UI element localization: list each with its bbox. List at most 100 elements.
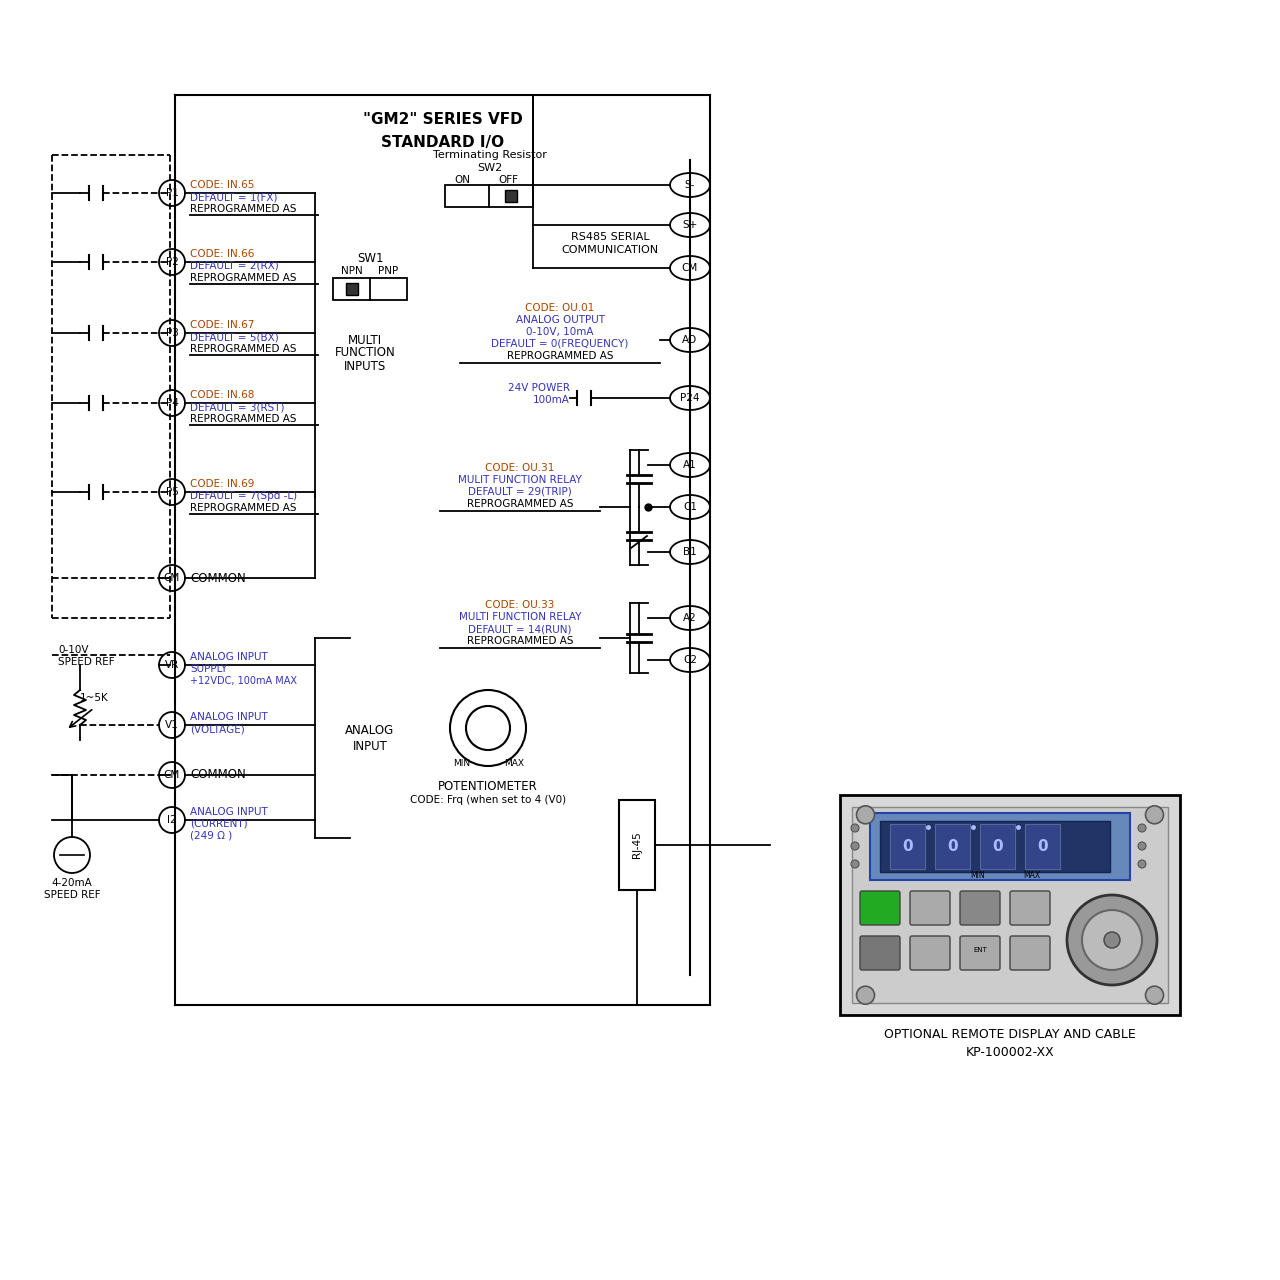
Text: (CURRENT): (CURRENT) [189,819,247,829]
Circle shape [1103,932,1120,948]
Text: SUPPLY: SUPPLY [189,664,228,675]
Text: DEFAULT = 29(TRIP): DEFAULT = 29(TRIP) [468,486,572,497]
Circle shape [1068,895,1157,986]
Text: ANALOG: ANALOG [346,723,394,736]
Text: 24V POWER: 24V POWER [508,383,570,393]
Text: ANALOG INPUT: ANALOG INPUT [189,712,268,722]
Text: DEFAULT = 3(RST): DEFAULT = 3(RST) [189,402,284,412]
Text: INPUTS: INPUTS [344,360,387,372]
Text: CODE: Frq (when set to 4 (V0): CODE: Frq (when set to 4 (V0) [410,795,566,805]
Text: RJ-45: RJ-45 [632,832,643,859]
Text: DEFAULT = 1(FX): DEFAULT = 1(FX) [189,192,278,202]
Circle shape [851,860,859,868]
Bar [1025,824,1060,869]
Text: Terminating Resistor: Terminating Resistor [433,150,547,160]
Bar [980,824,1015,869]
Text: REPROGRAMMED AS: REPROGRAMMED AS [189,344,297,355]
Text: SPEED REF: SPEED REF [44,890,100,900]
Bar [620,800,655,890]
Text: SW2: SW2 [477,163,503,173]
Text: ANALOG INPUT: ANALOG INPUT [189,806,268,817]
FancyBboxPatch shape [910,891,950,925]
Text: ENT: ENT [973,947,987,954]
Bar [840,795,1180,1015]
Text: 0-10V: 0-10V [58,645,88,655]
Text: CODE: OU.01: CODE: OU.01 [525,303,595,314]
Text: 0: 0 [1037,838,1048,854]
Text: MAX: MAX [504,759,524,768]
Text: MIN: MIN [453,759,471,768]
Text: SW1: SW1 [357,251,383,265]
Text: CODE: OU.33: CODE: OU.33 [485,600,554,611]
FancyBboxPatch shape [1010,891,1050,925]
Text: MULTI FUNCTION RELAY: MULTI FUNCTION RELAY [458,612,581,622]
Text: CODE: IN.65: CODE: IN.65 [189,180,255,189]
Text: REPROGRAMMED AS: REPROGRAMMED AS [189,503,297,513]
Text: ANALOG OUTPUT: ANALOG OUTPUT [516,315,604,325]
Text: REPROGRAMMED AS: REPROGRAMMED AS [467,499,573,509]
Text: CM: CM [164,771,180,780]
Text: NPN: NPN [342,266,362,276]
Text: ON: ON [454,175,470,186]
Text: CODE: IN.66: CODE: IN.66 [189,250,255,259]
Text: REPROGRAMMED AS: REPROGRAMMED AS [189,413,297,424]
Text: PNP: PNP [378,266,398,276]
Text: P4: P4 [165,398,178,408]
Text: REPROGRAMMED AS: REPROGRAMMED AS [189,273,297,283]
Text: REPROGRAMMED AS: REPROGRAMMED AS [189,204,297,214]
Text: CM: CM [164,573,180,582]
Circle shape [1138,824,1146,832]
Text: COMMUNICATION: COMMUNICATION [562,244,659,255]
Text: V1: V1 [165,719,179,730]
Text: (249 Ω ): (249 Ω ) [189,831,232,841]
Text: MULTI: MULTI [348,334,381,347]
Bar [934,824,970,869]
Text: 0: 0 [947,838,957,854]
Text: DEFAULT = 7(Spd -L): DEFAULT = 7(Spd -L) [189,492,297,500]
Text: COMMON: COMMON [189,571,246,585]
Text: AO: AO [682,335,698,346]
Circle shape [856,986,874,1005]
Text: P2: P2 [165,257,178,268]
Text: REPROGRAMMED AS: REPROGRAMMED AS [507,351,613,361]
Text: B1: B1 [684,547,696,557]
FancyBboxPatch shape [960,936,1000,970]
Text: 0: 0 [902,838,913,854]
Text: COMMON: COMMON [189,768,246,782]
FancyBboxPatch shape [1010,936,1050,970]
Bar [852,806,1169,1004]
Text: P5: P5 [165,486,178,497]
Text: +12VDC, 100mA MAX: +12VDC, 100mA MAX [189,676,297,686]
Bar [445,186,532,207]
Text: 4-20mA: 4-20mA [51,878,92,888]
Bar [870,813,1130,881]
Circle shape [1138,860,1146,868]
Circle shape [1138,842,1146,850]
Text: ANALOG INPUT: ANALOG INPUT [189,652,268,662]
Text: STANDARD I/O: STANDARD I/O [381,136,504,151]
Text: CODE: IN.69: CODE: IN.69 [189,479,255,489]
FancyBboxPatch shape [860,936,900,970]
Text: A2: A2 [684,613,696,623]
Text: I2: I2 [168,815,177,826]
Circle shape [851,842,859,850]
Text: 0-10V, 10mA: 0-10V, 10mA [526,326,594,337]
Text: INPUT: INPUT [352,740,388,753]
Text: REPROGRAMMED AS: REPROGRAMMED AS [467,636,573,646]
Text: "GM2" SERIES VFD: "GM2" SERIES VFD [362,113,522,128]
Text: MULIT FUNCTION RELAY: MULIT FUNCTION RELAY [458,475,582,485]
Circle shape [1146,806,1164,824]
FancyBboxPatch shape [910,936,950,970]
Text: DEFAULT = 5(BX): DEFAULT = 5(BX) [189,332,279,342]
Text: 1~5K: 1~5K [79,692,109,703]
Text: DEFAULT = 14(RUN): DEFAULT = 14(RUN) [468,623,572,634]
Text: S+: S+ [682,220,698,230]
FancyBboxPatch shape [960,891,1000,925]
Text: DEFAULT = 0(FREQUENCY): DEFAULT = 0(FREQUENCY) [492,339,628,349]
Text: (VOLTAGE): (VOLTAGE) [189,724,244,733]
Text: S-: S- [685,180,695,189]
Text: 100mA: 100mA [534,396,570,404]
Text: CODE: IN.68: CODE: IN.68 [189,390,255,399]
Text: POTENTIOMETER: POTENTIOMETER [438,780,538,792]
Text: RS485 SERIAL: RS485 SERIAL [571,232,649,242]
